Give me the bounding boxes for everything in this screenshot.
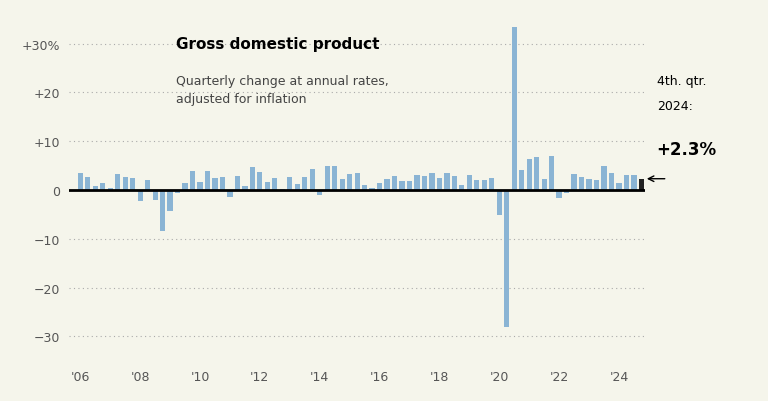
Bar — [295, 184, 300, 190]
Bar — [377, 183, 382, 190]
Bar — [557, 190, 561, 198]
Bar — [594, 180, 599, 190]
Bar — [437, 178, 442, 190]
Bar — [355, 174, 359, 190]
Bar — [145, 180, 151, 190]
Bar — [347, 175, 353, 190]
Bar — [250, 168, 255, 190]
Bar — [422, 177, 427, 190]
Bar — [302, 178, 307, 190]
Bar — [571, 175, 577, 190]
Bar — [497, 190, 502, 215]
Bar — [130, 178, 135, 190]
Bar — [392, 177, 397, 190]
Bar — [265, 183, 270, 190]
Bar — [609, 174, 614, 190]
Bar — [617, 184, 621, 190]
Bar — [310, 170, 315, 190]
Bar — [115, 175, 121, 190]
Bar — [85, 177, 91, 190]
Bar — [197, 182, 203, 190]
Bar — [467, 175, 472, 190]
Bar — [153, 190, 157, 201]
Bar — [579, 178, 584, 190]
Bar — [160, 190, 165, 231]
Bar — [213, 178, 217, 190]
Bar — [242, 186, 247, 190]
Bar — [137, 190, 143, 202]
Bar — [474, 180, 479, 190]
Text: Quarterly change at annual rates,
adjusted for inflation: Quarterly change at annual rates, adjust… — [176, 75, 389, 105]
Bar — [205, 172, 210, 190]
Bar — [325, 166, 329, 190]
Bar — [459, 185, 465, 190]
Text: 2024:: 2024: — [657, 99, 693, 112]
Bar — [482, 180, 487, 190]
Bar — [429, 174, 435, 190]
Bar — [108, 188, 113, 190]
Bar — [190, 172, 195, 190]
Bar — [399, 182, 405, 190]
Bar — [541, 179, 547, 190]
Bar — [227, 190, 233, 198]
Bar — [631, 175, 637, 190]
Bar — [287, 177, 293, 190]
Bar — [175, 190, 180, 193]
Bar — [444, 174, 449, 190]
Bar — [385, 179, 389, 190]
Bar — [339, 179, 345, 190]
Bar — [100, 183, 105, 190]
Bar — [332, 167, 337, 190]
Bar — [489, 179, 495, 190]
Bar — [123, 177, 127, 190]
Bar — [407, 182, 412, 190]
Bar — [601, 167, 607, 190]
Bar — [167, 190, 173, 212]
Bar — [415, 176, 419, 190]
Text: +2.3%: +2.3% — [657, 140, 717, 158]
Bar — [587, 180, 591, 190]
Bar — [639, 179, 644, 190]
Bar — [93, 186, 98, 190]
Bar — [369, 188, 375, 190]
Bar — [564, 190, 569, 193]
Bar — [504, 190, 509, 327]
Bar — [257, 172, 263, 190]
Bar — [183, 183, 187, 190]
Bar — [534, 158, 539, 190]
Bar — [362, 186, 367, 190]
Text: Gross domestic product: Gross domestic product — [176, 37, 379, 52]
Bar — [272, 179, 277, 190]
Bar — [511, 28, 517, 190]
Bar — [549, 156, 554, 190]
Bar — [235, 176, 240, 190]
Bar — [220, 178, 225, 190]
Bar — [78, 174, 83, 190]
Bar — [527, 160, 531, 190]
Bar — [452, 176, 457, 190]
Bar — [624, 176, 629, 190]
Bar — [519, 171, 525, 190]
Text: 4th. qtr.: 4th. qtr. — [657, 75, 706, 88]
Bar — [317, 190, 323, 196]
